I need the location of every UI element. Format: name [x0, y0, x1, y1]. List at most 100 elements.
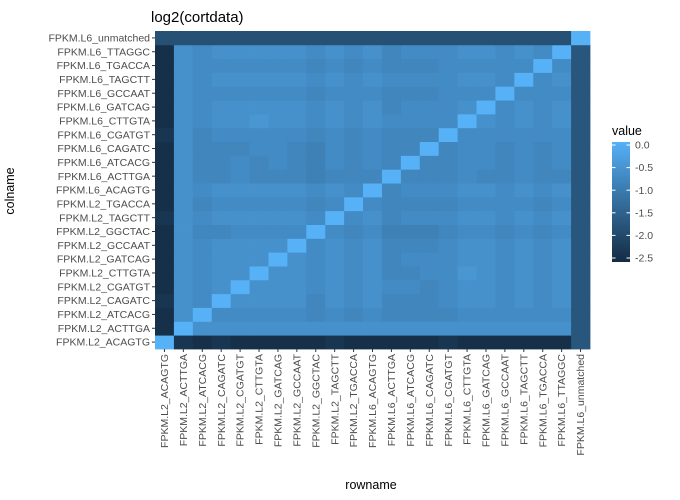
heatmap-cell — [457, 196, 477, 212]
heatmap-cell — [533, 169, 553, 184]
heatmap-cell — [476, 183, 496, 198]
heatmap-cell — [173, 155, 194, 170]
heatmap-cell — [230, 279, 250, 295]
heatmap-cell — [419, 196, 440, 212]
heatmap-cell — [400, 58, 421, 73]
heatmap-cell — [192, 113, 213, 129]
heatmap-cell — [344, 169, 364, 184]
heatmap-cell — [268, 44, 288, 60]
heatmap-cell — [457, 252, 477, 267]
heatmap-cell — [438, 238, 459, 253]
heatmap-cell — [306, 72, 326, 87]
heatmap-cell — [495, 252, 515, 267]
heatmap-cell — [211, 127, 232, 143]
heatmap-cell — [476, 141, 496, 156]
heatmap-cell — [381, 266, 402, 281]
heatmap-cell — [533, 86, 553, 101]
heatmap-cell — [306, 141, 326, 156]
heatmap-cell — [230, 196, 250, 212]
heatmap-cell — [306, 44, 326, 60]
heatmap-cell — [381, 58, 402, 73]
heatmap-cell — [268, 72, 288, 87]
heatmap-cell — [552, 127, 572, 143]
heatmap-cell — [325, 86, 345, 101]
heatmap-cell — [400, 335, 421, 350]
heatmap-cell — [268, 169, 288, 184]
heatmap-cell — [192, 72, 213, 87]
heatmap-cell — [230, 335, 250, 350]
heatmap-cell — [514, 196, 534, 212]
heatmap-cell — [400, 141, 421, 156]
heatmap-cell — [363, 113, 383, 129]
heatmap-cell — [211, 293, 232, 308]
heatmap-cell — [306, 155, 326, 170]
heatmap-cell — [249, 86, 269, 101]
y-axis-ticks: FPKM.L2_ACAGTG FPKM.L2_ACTTGA FPKM.L2_ATCA… — [48, 33, 155, 349]
heatmap-cell — [268, 224, 288, 239]
heatmap-cell — [457, 224, 477, 239]
x-tick-label: FPKM.L6_GCCAAT — [499, 353, 511, 446]
heatmap-cell — [514, 183, 534, 198]
heatmap-cell — [249, 307, 269, 322]
heatmap-cell — [552, 155, 572, 170]
heatmap-cell — [381, 155, 402, 170]
heatmap-cell — [552, 58, 572, 73]
heatmap-cell — [495, 196, 515, 212]
heatmap-cell — [249, 72, 269, 87]
y-tick-label: FPKM.L6_CTTGTA — [59, 115, 150, 127]
heatmap-cell — [400, 183, 421, 198]
heatmap-cell — [155, 183, 175, 198]
heatmap-cell — [249, 127, 269, 143]
heatmap-cell — [344, 266, 364, 281]
heatmap-cell — [457, 321, 477, 336]
heatmap-cells — [155, 31, 591, 350]
heatmap-cell — [457, 266, 477, 281]
heatmap-cell — [571, 141, 591, 156]
heatmap-cell — [344, 210, 364, 225]
heatmap-cell — [571, 44, 591, 60]
heatmap-cell — [173, 31, 194, 46]
x-tick-label: FPKM.L6_unmatched — [575, 354, 587, 456]
y-tick-label: FPKM.L6_ACAGTG — [56, 185, 150, 197]
heatmap-cell — [400, 196, 421, 212]
heatmap-cell — [381, 321, 402, 336]
heatmap-cell — [306, 113, 326, 129]
heatmap-cell — [249, 224, 269, 239]
heatmap-cell — [495, 100, 515, 115]
heatmap-cell — [381, 113, 402, 129]
heatmap-cell — [457, 31, 477, 46]
heatmap-cell — [457, 155, 477, 170]
heatmap-cell — [192, 31, 213, 46]
heatmap-cell — [249, 210, 269, 225]
heatmap-cell — [325, 100, 345, 115]
heatmap-cell — [363, 252, 383, 267]
heatmap-cell — [192, 100, 213, 115]
y-axis-title: colname — [3, 167, 17, 214]
heatmap-cell — [495, 86, 515, 101]
heatmap-cell — [230, 169, 250, 184]
heatmap-cell — [552, 210, 572, 225]
heatmap-cell — [381, 307, 402, 322]
heatmap-cell — [533, 58, 553, 73]
heatmap-cell — [533, 155, 553, 170]
heatmap-cell — [155, 238, 175, 253]
heatmap-cell — [192, 86, 213, 101]
heatmap-cell — [306, 169, 326, 184]
x-axis-title: rowname — [345, 478, 396, 492]
heatmap-cell — [211, 141, 232, 156]
heatmap-cell — [552, 44, 572, 60]
heatmap-cell — [419, 100, 440, 115]
heatmap-cell — [438, 44, 459, 60]
heatmap-cell — [306, 266, 326, 281]
heatmap-cell — [230, 141, 250, 156]
heatmap-cell — [249, 31, 269, 46]
heatmap-cell — [533, 141, 553, 156]
heatmap-cell — [155, 266, 175, 281]
heatmap-cell — [363, 321, 383, 336]
heatmap-cell — [400, 127, 421, 143]
heatmap-cell — [363, 238, 383, 253]
heatmap-cell — [363, 266, 383, 281]
heatmap-cell — [155, 127, 175, 143]
x-tick-label: FPKM.L6_ATCACG — [405, 354, 417, 447]
y-tick-label: FPKM.L2_ATCACG — [57, 309, 150, 321]
